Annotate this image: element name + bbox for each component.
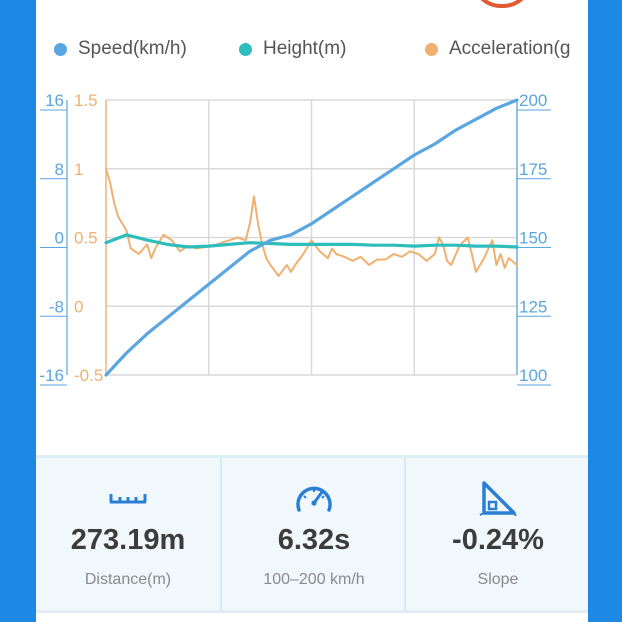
speed-tick-label: 200 [519, 91, 547, 110]
legend-label-speed: Speed(km/h) [78, 38, 187, 59]
stats-panel: 273.19m Distance(m) 6.32s 100–200 km/h -… [36, 455, 588, 610]
height-tick-label: -16 [39, 366, 64, 385]
height-tick-label: 16 [45, 91, 64, 110]
speed-tick-label: 175 [519, 160, 547, 179]
acceleration-tick-label: 0.5 [74, 229, 98, 248]
slope-icon [479, 481, 517, 516]
height-tick-label: 0 [55, 229, 64, 248]
legend-dot-speed [54, 42, 67, 56]
stat-distance: 273.19m Distance(m) [36, 458, 220, 610]
distance-value: 273.19m [70, 524, 186, 556]
ruler-icon [109, 494, 147, 504]
height-line [104, 233, 519, 249]
acceleration-tick-label: 1.5 [74, 91, 98, 110]
content-panel: Speed(km/h) Height(m) Acceleration(g 16 8… [36, 0, 588, 622]
left-frame [0, 0, 36, 622]
chart-legend: Speed(km/h) Height(m) Acceleration(g [36, 38, 588, 64]
legend-dot-acceleration [425, 42, 438, 56]
line-chart: 16 8 0 -8 -16 1.5 1 0.5 0 -0.5 200 175 150 125 100 [39, 91, 551, 386]
speed-tick-label: 100 [519, 366, 547, 385]
acceleration-tick-label: 1 [74, 160, 83, 179]
height-tick-label: -8 [49, 297, 64, 316]
acceleration-tick-label: -0.5 [74, 366, 103, 385]
speed-tick-label: 125 [519, 297, 547, 316]
stat-time: 6.32s 100–200 km/h [220, 458, 406, 610]
bottom-divider [36, 610, 588, 613]
legend-dot-height [239, 42, 252, 56]
time-value: 6.32s [277, 524, 351, 556]
legend-item-speed[interactable]: Speed(km/h) [54, 38, 187, 60]
speed-line [104, 98, 519, 377]
acceleration-line [105, 167, 518, 277]
legend-item-acceleration[interactable]: Acceleration(g [425, 38, 570, 60]
height-tick-label: 8 [55, 160, 64, 179]
legend-label-height: Height(m) [263, 38, 347, 59]
legend-label-acceleration: Acceleration(g [449, 38, 571, 59]
stat-slope: -0.24% Slope [404, 458, 588, 610]
time-label: 100–200 km/h [263, 571, 365, 588]
slope-value: -0.24% [452, 524, 544, 556]
speedometer-icon [296, 486, 332, 512]
speed-tick-label: 150 [519, 229, 547, 248]
badge-icon [471, 0, 533, 8]
legend-item-height[interactable]: Height(m) [239, 38, 346, 60]
slope-label: Slope [477, 571, 519, 588]
distance-label: Distance(m) [84, 571, 172, 588]
acceleration-tick-label: 0 [74, 297, 83, 316]
right-frame [588, 0, 622, 622]
